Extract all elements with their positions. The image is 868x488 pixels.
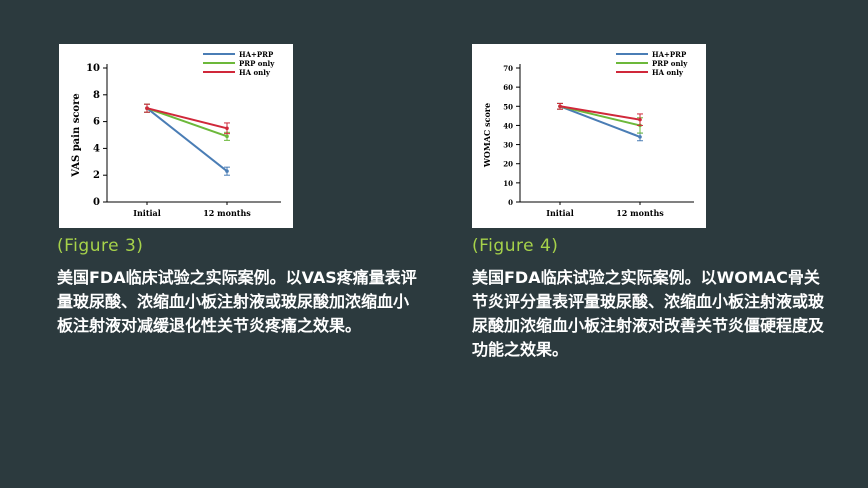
y-tick-label: 0 <box>508 198 513 207</box>
legend-label: HA+PRP <box>239 50 274 59</box>
womac-chart: 0 10 20 30 40 50 60 70 Initial 12 months WOMAC sco… <box>472 44 706 228</box>
y-tick-label: 20 <box>503 160 513 169</box>
data-point <box>638 135 642 139</box>
y-axis-label: WOMAC score <box>482 103 492 168</box>
series-line <box>146 107 228 138</box>
data-point <box>558 104 562 109</box>
y-tick-label: 0 <box>93 197 100 208</box>
data-point <box>638 117 642 122</box>
vas-chart: 0 2 4 6 8 10 Initial 12 months VAS pain score HA+… <box>59 44 293 228</box>
legend-label: PRP only <box>239 59 275 68</box>
figure-4-label: (Figure 4) <box>472 236 559 256</box>
y-axis-label: VAS pain score <box>71 93 82 178</box>
y-tick-label: 6 <box>93 117 100 128</box>
y-tick-label: 4 <box>93 143 100 154</box>
womac-chart-svg: 0 10 20 30 40 50 60 70 Initial 12 months WOMAC sco… <box>482 50 694 218</box>
series-line <box>559 105 641 138</box>
x-tick-label: 12 months <box>616 208 664 218</box>
legend-label: PRP only <box>652 59 688 68</box>
y-tick-label: 10 <box>503 179 513 188</box>
data-point <box>225 169 229 173</box>
y-tick-label: 60 <box>503 83 513 92</box>
y-tick-label: 10 <box>86 63 100 74</box>
y-tick-label: 50 <box>503 102 513 111</box>
data-point <box>145 106 149 110</box>
vas-chart-svg: 0 2 4 6 8 10 Initial 12 months VAS pain score HA+… <box>71 50 281 218</box>
x-tick-label: Initial <box>546 208 574 218</box>
y-tick-label: 30 <box>503 141 513 150</box>
y-tick-label: 40 <box>503 121 513 130</box>
series-line <box>146 107 228 130</box>
figure-3-caption: 美国FDA临床试验之实际案例。以VAS疼痛量表评量玻尿酸、浓缩血小板注射液或玻尿… <box>57 268 417 335</box>
data-point <box>225 134 229 139</box>
x-tick-label: 12 months <box>203 208 251 218</box>
x-tick-label: Initial <box>133 208 161 218</box>
legend-label: HA only <box>239 68 271 77</box>
series-line <box>146 107 228 172</box>
y-tick-label: 2 <box>93 170 100 181</box>
legend-label: HA+PRP <box>652 50 687 59</box>
y-tick-label: 8 <box>93 90 100 101</box>
y-tick-label: 70 <box>503 64 513 73</box>
series-line <box>559 105 641 121</box>
data-point <box>225 126 229 131</box>
figure-4-caption: 美国FDA临床试验之实际案例。以WOMAC骨关节炎评分量表评量玻尿酸、浓缩血小板… <box>472 268 825 359</box>
figure-3-label: (Figure 3) <box>57 236 144 256</box>
legend-label: HA only <box>652 68 684 77</box>
